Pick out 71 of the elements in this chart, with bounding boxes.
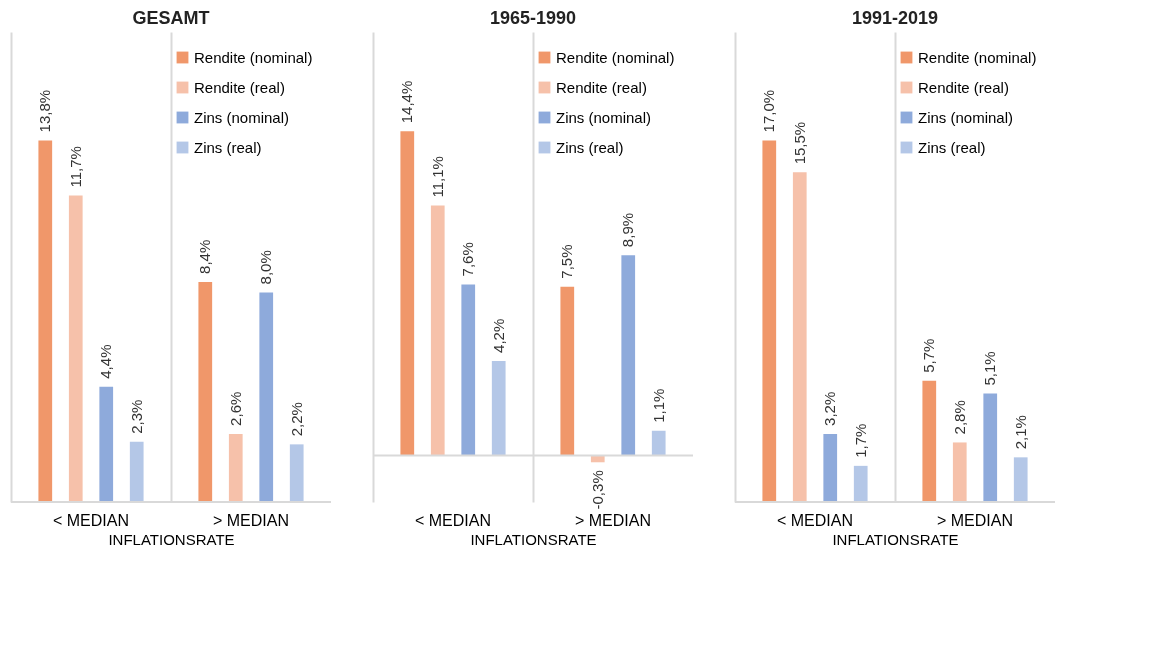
x-tick-label: > MEDIAN: [936, 511, 1014, 529]
legend-label: Zins (real): [556, 138, 624, 156]
bar: [922, 380, 937, 502]
x-tick-label: < MEDIAN: [776, 511, 854, 529]
x-tick-label: > MEDIAN: [574, 511, 652, 529]
chart-title: 1991-2019: [851, 8, 939, 28]
legend-label: Zins (nominal): [556, 108, 652, 126]
data-label: 3,2%: [821, 391, 839, 426]
bar: [400, 131, 415, 456]
bar: [651, 430, 666, 456]
data-label: 7,5%: [558, 244, 576, 279]
legend-label: Zins (nominal): [918, 108, 1014, 126]
data-label: 2,8%: [950, 400, 968, 435]
data-label: 14,4%: [398, 80, 416, 124]
bar: [792, 172, 807, 502]
bar: [129, 441, 144, 502]
data-label: 1,1%: [649, 388, 667, 423]
data-label: 4,2%: [489, 318, 507, 353]
bar: [68, 195, 83, 502]
bar: [952, 442, 967, 502]
chart-title: 1965-1990: [489, 8, 577, 28]
legend-label: Zins (real): [918, 138, 986, 156]
x-tick-label: < MEDIAN: [414, 511, 492, 529]
x-tick-label: > MEDIAN: [212, 511, 290, 529]
legend-label: Zins (nominal): [194, 108, 290, 126]
chart-title: GESAMT: [132, 8, 210, 28]
data-label: 4,4%: [97, 344, 115, 379]
bar: [491, 360, 506, 456]
x-axis-title: INFLATIONSRATE: [108, 530, 235, 548]
bar: [621, 255, 636, 456]
data-label: 1,7%: [851, 423, 869, 458]
data-label: 2,1%: [1011, 415, 1029, 450]
legend-label: Rendite (real): [918, 78, 1009, 96]
bar: [198, 281, 213, 502]
data-label: 8,9%: [619, 212, 637, 248]
data-label: 15,5%: [790, 121, 808, 165]
bar: [38, 140, 53, 502]
bar: [259, 292, 274, 502]
bar: [99, 386, 114, 502]
bar: [430, 205, 445, 456]
x-axis-title: INFLATIONSRATE: [470, 530, 597, 548]
legend-label: Zins (real): [194, 138, 262, 156]
bar: [823, 433, 838, 502]
data-label: 8,4%: [196, 239, 214, 274]
legend-label: Rendite (nominal): [918, 48, 1037, 66]
data-label: 8,0%: [257, 250, 275, 285]
bar: [289, 444, 304, 502]
data-label: 5,1%: [981, 351, 999, 386]
bar: [560, 286, 575, 456]
data-label: 2,3%: [127, 399, 145, 434]
x-tick-label: < MEDIAN: [52, 511, 130, 529]
bar: [1013, 457, 1028, 502]
data-label: 5,7%: [920, 338, 938, 373]
legend-label: Rendite (real): [194, 78, 285, 96]
data-label: 17,0%: [760, 89, 778, 133]
bar: [853, 465, 868, 502]
data-label: 7,6%: [459, 242, 477, 277]
data-label: 11,7%: [66, 146, 84, 188]
data-label: 2,6%: [226, 391, 244, 426]
x-axis-title: INFLATIONSRATE: [832, 530, 959, 548]
data-label: 13,8%: [36, 89, 54, 133]
legend-label: Rendite (nominal): [194, 48, 313, 66]
data-label: -0,3%: [588, 470, 606, 510]
bar: [228, 433, 243, 502]
legend-label: Rendite (real): [556, 78, 647, 96]
bar: [983, 393, 998, 502]
bar: [762, 140, 777, 502]
bar: [461, 284, 476, 456]
data-label: 2,2%: [287, 402, 305, 437]
data-label: 11,1%: [428, 156, 446, 198]
legend-label: Rendite (nominal): [556, 48, 675, 66]
